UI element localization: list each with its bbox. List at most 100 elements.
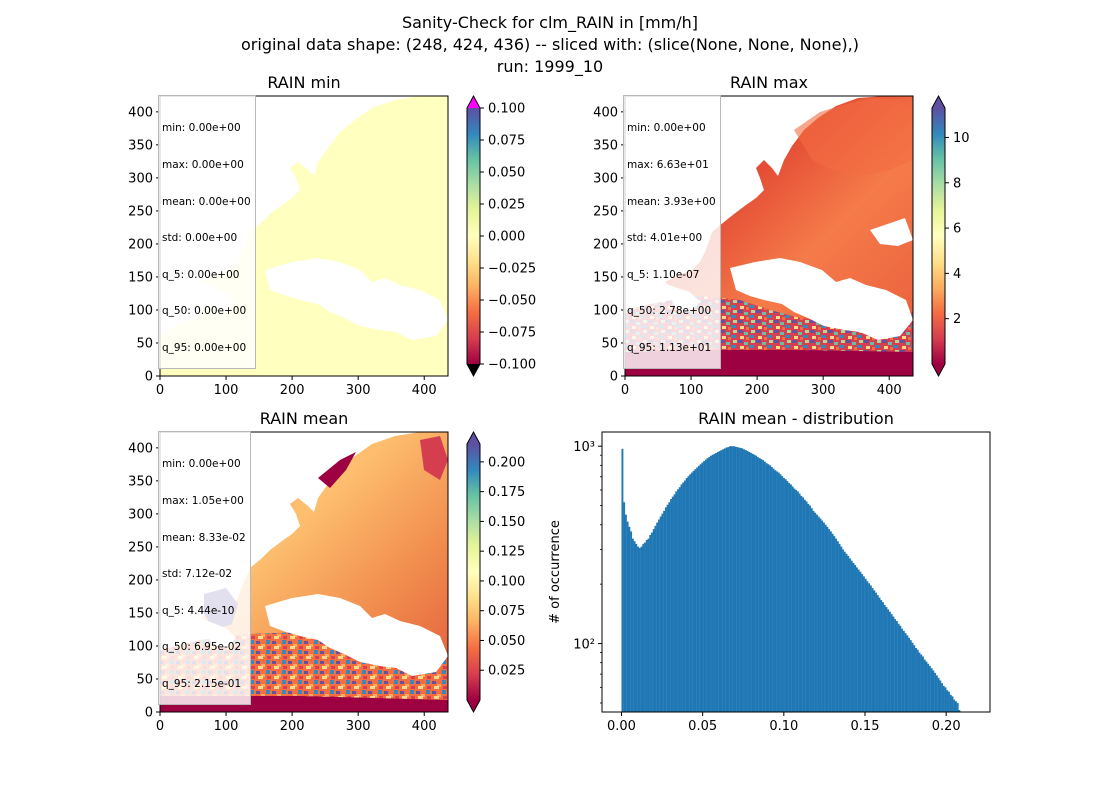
- histogram-bar: [744, 450, 747, 712]
- histogram-bar: [750, 452, 752, 712]
- colorbar-tick-label: 2: [953, 312, 961, 327]
- histogram-bar: [866, 581, 869, 712]
- histogram-bar: [666, 504, 669, 712]
- histogram-bar: [948, 691, 950, 712]
- histogram-bar: [833, 536, 836, 712]
- x-tick-label: 400: [877, 383, 902, 398]
- histogram-bar: [675, 491, 678, 712]
- histogram-bar: [864, 578, 867, 712]
- histogram-bar: [871, 588, 874, 712]
- histogram-bar: [756, 457, 759, 712]
- histogram-bar: [770, 466, 773, 712]
- histogram-bar: [685, 477, 688, 712]
- histogram-bar: [734, 446, 737, 712]
- histogram-bar: [637, 546, 640, 712]
- histogram-bar: [930, 668, 933, 712]
- histogram-bar: [842, 549, 844, 712]
- histogram-bar: [826, 526, 829, 712]
- histogram-bar: [883, 604, 886, 712]
- x-tick-label: 0.05: [688, 719, 717, 734]
- histogram-bar: [644, 542, 646, 712]
- histogram-bar: [875, 592, 877, 712]
- y-tick-label: 400: [128, 441, 153, 456]
- histogram-bar: [779, 474, 782, 712]
- y-tick-label: 100: [593, 303, 618, 318]
- histogram-bar: [718, 451, 721, 712]
- histogram-bar: [647, 538, 650, 712]
- colorbar-tick-label: 4: [953, 267, 961, 282]
- histogram-bar: [951, 696, 954, 712]
- stat-q50: q_50: 6.95e-02: [162, 641, 242, 654]
- stat-max: max: 0.00e+00: [162, 159, 244, 172]
- x-tick-label: 300: [811, 383, 836, 398]
- histogram-bar: [654, 525, 657, 712]
- stat-q5: q_5: 0.00e+00: [162, 268, 240, 281]
- histogram-bar: [869, 585, 872, 712]
- histogram-bar: [852, 562, 855, 712]
- histogram-bar: [849, 558, 851, 712]
- histogram-bar: [722, 449, 725, 712]
- x-tick-label: 100: [214, 383, 239, 398]
- y-tick-label: 300: [128, 171, 153, 186]
- histogram-bar: [902, 630, 905, 712]
- histogram-bar: [760, 459, 763, 712]
- histogram-bar: [741, 448, 744, 712]
- histogram-bar: [767, 464, 770, 712]
- histogram-bar: [729, 446, 732, 712]
- histogram-title: RAIN mean - distribution: [698, 409, 894, 428]
- histogram-bar: [958, 710, 961, 712]
- histogram-bar: [788, 483, 791, 712]
- colorbar-tick-label: 0.050: [488, 634, 525, 649]
- histogram-bar: [631, 538, 634, 712]
- histogram-bar: [897, 623, 900, 712]
- rain-min-title: RAIN min: [267, 73, 340, 92]
- histogram-bar: [687, 476, 690, 712]
- histogram-bar: [835, 538, 838, 712]
- y-tick-label: 0: [145, 370, 153, 385]
- colorbar-tick-label: 0.000: [488, 230, 525, 245]
- stat-mean: mean: 8.33e-02: [162, 531, 246, 544]
- figure-title-line-2: original data shape: (248, 424, 436) -- …: [241, 35, 859, 54]
- histogram-bar: [715, 452, 718, 712]
- histogram-bar: [623, 502, 626, 712]
- y-tick-label: 150: [128, 270, 153, 285]
- y-tick-label: 0: [145, 706, 153, 721]
- histogram-bar: [800, 495, 803, 712]
- histogram-bar: [850, 560, 853, 712]
- x-tick-label: 0.00: [607, 719, 636, 734]
- histogram-ylabel: # of occurrence: [548, 520, 563, 624]
- colorbar-rain-max: [931, 94, 946, 378]
- histogram-bar: [857, 569, 860, 712]
- histogram-bar: [885, 607, 888, 712]
- stat-min: min: 0.00e+00: [162, 458, 241, 471]
- histogram-bar: [809, 505, 811, 712]
- histogram-bar: [680, 484, 683, 712]
- x-tick-label: 200: [745, 383, 770, 398]
- stat-q95: q_95: 0.00e+00: [162, 342, 247, 355]
- histogram-bar: [781, 476, 784, 712]
- x-tick-label: 300: [346, 383, 371, 398]
- colorbar-tick-label: 0.100: [488, 102, 525, 117]
- colorbar-tick-label: 6: [953, 222, 961, 237]
- histogram-bar: [814, 512, 817, 712]
- histogram-bar: [710, 455, 712, 712]
- stat-q5: q_5: 4.44e-10: [162, 604, 235, 617]
- y-tick-label: 200: [128, 573, 153, 588]
- histogram-bar: [713, 453, 716, 712]
- histogram-bar: [690, 472, 693, 712]
- histogram-bar: [633, 541, 636, 712]
- colorbar-rain-mean: [466, 430, 481, 714]
- histogram-bar: [843, 551, 846, 712]
- histogram-bar: [824, 524, 827, 712]
- histogram-bar: [765, 463, 768, 712]
- histogram-bar: [663, 510, 666, 712]
- histogram-bar: [876, 595, 879, 712]
- rain-max-title: RAIN max: [730, 73, 808, 92]
- histogram-bar: [816, 514, 818, 712]
- y-tick-label: 350: [593, 138, 618, 153]
- histogram-bar: [935, 675, 938, 712]
- histogram-bar: [786, 481, 789, 712]
- y-tick-label: 400: [593, 105, 618, 120]
- histogram-bar: [925, 661, 928, 712]
- y-tick-label: 350: [128, 474, 153, 489]
